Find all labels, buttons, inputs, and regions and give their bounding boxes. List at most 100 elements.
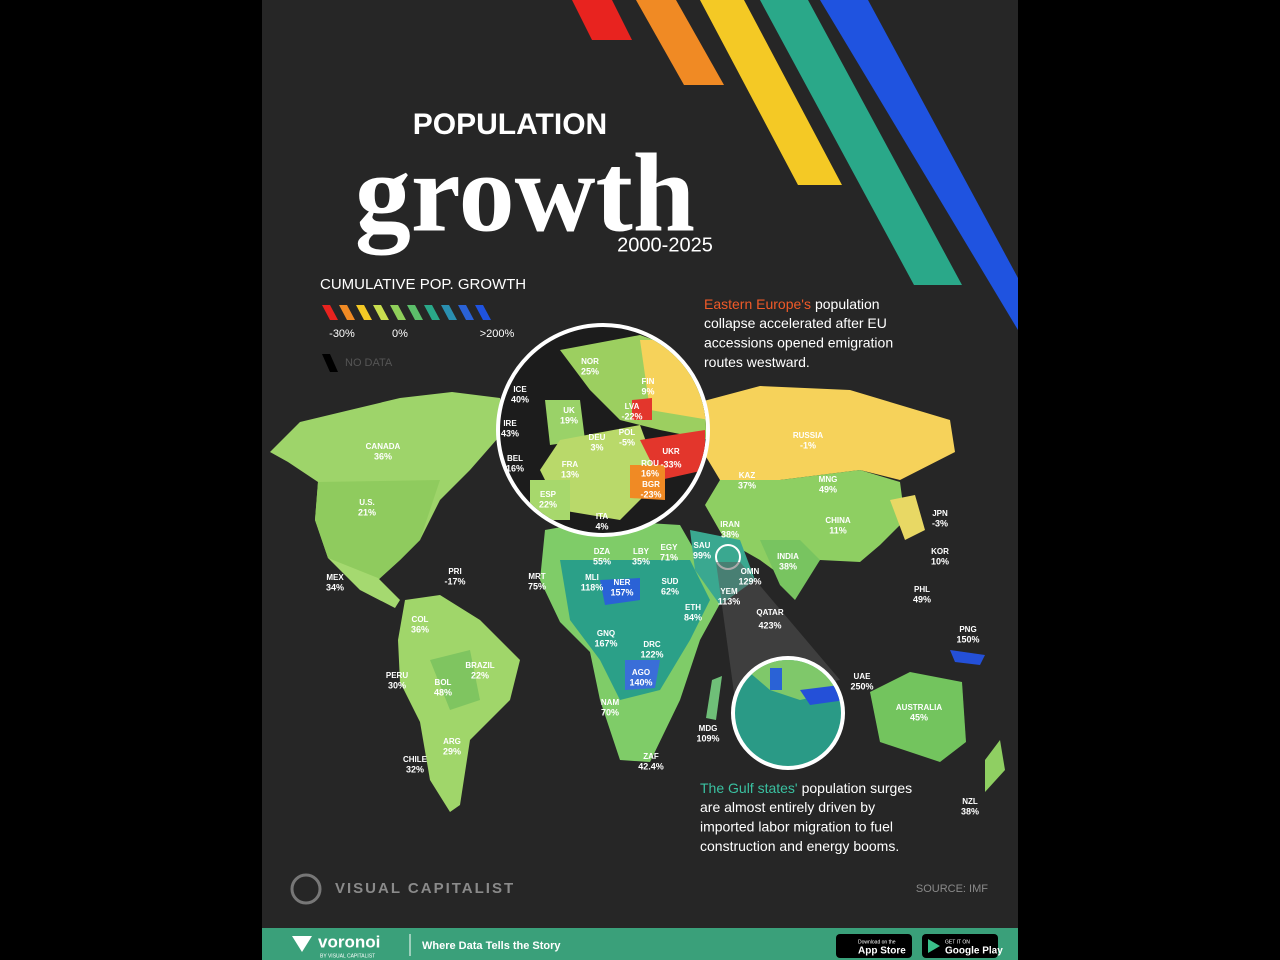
country-name: MEX bbox=[326, 573, 344, 582]
country-name: PNG bbox=[959, 625, 976, 634]
country-value: 99% bbox=[693, 550, 711, 560]
country-value: 9% bbox=[641, 386, 654, 396]
country-value: 150% bbox=[956, 634, 979, 644]
country-name: ZAF bbox=[643, 752, 659, 761]
country-name: ITA bbox=[596, 512, 609, 521]
country-value: 38% bbox=[721, 529, 739, 539]
country-name: UAE bbox=[854, 672, 872, 681]
country-name: KAZ bbox=[739, 471, 756, 480]
country-name: INDIA bbox=[777, 552, 799, 561]
country-name: NZL bbox=[962, 797, 978, 806]
country-value: -17% bbox=[444, 576, 465, 586]
country-name: ESP bbox=[540, 490, 557, 499]
country-name: ETH bbox=[685, 603, 701, 612]
country-name: JPN bbox=[932, 509, 948, 518]
world-map bbox=[270, 386, 1005, 812]
legend-swatch bbox=[424, 305, 440, 320]
country-name: ROU bbox=[641, 459, 659, 468]
vc-logo bbox=[290, 873, 322, 905]
voronoi-icon bbox=[292, 936, 312, 952]
legend-swatch bbox=[373, 305, 389, 320]
banner-tagline: Where Data Tells the Story bbox=[422, 940, 561, 952]
country-value: 423% bbox=[758, 620, 781, 630]
country-value: 157% bbox=[610, 587, 633, 597]
country-value: 22% bbox=[471, 670, 489, 680]
country-name: MDG bbox=[699, 724, 718, 733]
legend-swatch bbox=[390, 305, 406, 320]
google-label: Google Play bbox=[945, 946, 1003, 957]
country-name: PRI bbox=[448, 567, 461, 576]
country-value: 70% bbox=[601, 707, 619, 717]
country-name: AGO bbox=[632, 668, 650, 677]
annotation-text: population surges bbox=[802, 780, 913, 796]
country-value: 22% bbox=[539, 499, 557, 509]
legend-swatch bbox=[458, 305, 474, 320]
country-name: DEU bbox=[589, 433, 606, 442]
country-name: U.S. bbox=[359, 498, 375, 507]
europe-inset bbox=[496, 323, 845, 770]
country-name: MRT bbox=[528, 572, 545, 581]
banner-logo: voronoi bbox=[318, 932, 380, 951]
country-name: IRE bbox=[503, 419, 517, 428]
stripes bbox=[572, 0, 1018, 330]
country-value: -1% bbox=[800, 440, 816, 450]
country-value: 48% bbox=[434, 687, 452, 697]
country-value: 29% bbox=[443, 746, 461, 756]
annotation-line: accessions opened emigration bbox=[704, 335, 893, 351]
country-name: FIN bbox=[642, 377, 655, 386]
app-store-top: Download on the bbox=[858, 939, 896, 945]
country-value: -22% bbox=[621, 411, 642, 421]
country-value: 35% bbox=[632, 556, 650, 566]
legend-mid: 0% bbox=[392, 328, 408, 340]
country-value: 38% bbox=[779, 561, 797, 571]
country-value: 38% bbox=[961, 806, 979, 816]
annotation-line: imported labor migration to fuel bbox=[700, 819, 893, 835]
country-value: 16% bbox=[506, 463, 524, 473]
legend-swatch bbox=[475, 305, 491, 320]
country-value: 32% bbox=[406, 764, 424, 774]
country-name: EGY bbox=[661, 543, 679, 552]
country-value: -5% bbox=[619, 437, 635, 447]
footer-brand: VISUAL CAPITALIST bbox=[335, 880, 515, 897]
country-value: -23% bbox=[640, 489, 661, 499]
country-value: 122% bbox=[640, 649, 663, 659]
country-name: KOR bbox=[931, 547, 949, 556]
annotation-line: routes westward. bbox=[704, 354, 810, 370]
annotation-highlight: The Gulf states' bbox=[700, 780, 798, 796]
banner-logo-sub: BY VISUAL CAPITALIST bbox=[320, 953, 375, 959]
title-years: 2000-2025 bbox=[617, 234, 713, 256]
country-value: 34% bbox=[326, 582, 344, 592]
legend-swatch bbox=[356, 305, 372, 320]
country-name: BGR bbox=[642, 480, 660, 489]
country-name: RUSSIA bbox=[793, 431, 823, 440]
annotation-line: construction and energy booms. bbox=[700, 838, 899, 854]
country-name: GNQ bbox=[597, 629, 615, 638]
country-name: MNG bbox=[819, 475, 838, 484]
country-name: SUD bbox=[662, 577, 679, 586]
country-name: ARG bbox=[443, 737, 461, 746]
country-value: 19% bbox=[560, 415, 578, 425]
country-name: QATAR bbox=[756, 608, 783, 617]
legend-min: -30% bbox=[329, 328, 355, 340]
title-main: growth bbox=[355, 132, 695, 256]
annotation-line: collapse accelerated after EU bbox=[704, 315, 887, 331]
country-name: DZA bbox=[594, 547, 611, 556]
country-value: 13% bbox=[561, 469, 579, 479]
country-value: 55% bbox=[593, 556, 611, 566]
app-store-label: App Store bbox=[858, 946, 906, 957]
country-name: COL bbox=[412, 615, 429, 624]
legend-swatch bbox=[339, 305, 355, 320]
country-name: DRC bbox=[643, 640, 661, 649]
google-play-icon bbox=[928, 939, 940, 953]
country-name: NAM bbox=[601, 698, 620, 707]
app-store-button[interactable] bbox=[836, 934, 912, 958]
country-value: 49% bbox=[913, 594, 931, 604]
country-value: 25% bbox=[581, 366, 599, 376]
google-play-button[interactable] bbox=[922, 934, 998, 958]
annotations: Eastern Europe's population collapse accel… bbox=[700, 296, 912, 855]
country-value: 140% bbox=[629, 677, 652, 687]
country-value: 42.4% bbox=[638, 761, 664, 771]
country-value: 250% bbox=[850, 681, 873, 691]
country-name: NOR bbox=[581, 357, 599, 366]
